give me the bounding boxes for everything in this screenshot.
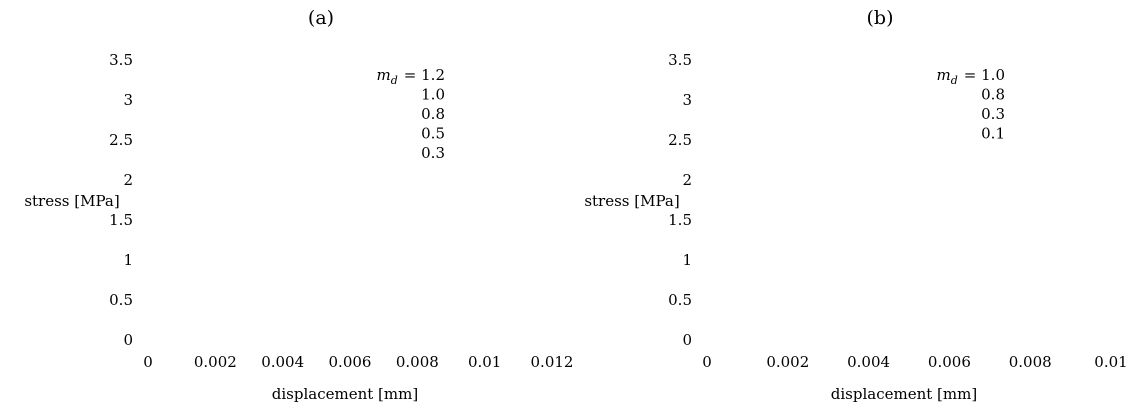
- legend-symbol: m: [377, 66, 391, 84]
- legend-subscript: d: [951, 74, 958, 87]
- y-tick-label: 3.5: [109, 51, 133, 69]
- x-tick-label: 0.008: [396, 353, 439, 371]
- x-axis-label: displacement [mm]: [272, 385, 418, 403]
- y-tick-label: 1.5: [109, 211, 133, 229]
- legend-value: 0.1: [981, 125, 1005, 143]
- panel-title: (a): [308, 7, 334, 29]
- x-tick-label: 0.008: [1009, 353, 1052, 371]
- legend: md = 1.0 0.80.3 0.1: [937, 66, 1005, 143]
- legend-value: 0.8: [421, 105, 445, 123]
- x-tick-label: 0.002: [194, 353, 237, 371]
- panel-a: (a) 0 0.5 1 1.5 2 2.5 3 3.5 0 0.002 0.004 0.006 0.008…: [24, 7, 573, 403]
- legend-subscript: d: [391, 74, 398, 87]
- y-tick-label: 0: [123, 331, 133, 349]
- legend-value: 0.3: [421, 144, 445, 162]
- x-tick-label: 0.006: [329, 353, 372, 371]
- x-tick-label: 0: [702, 353, 712, 371]
- legend-symbol: m: [937, 66, 951, 84]
- legend-entry: 1.0: [421, 86, 445, 104]
- legend-value: 0.5: [421, 125, 445, 143]
- y-axis-label: stress [MPa]: [24, 192, 119, 210]
- y-tick-label: 0: [682, 331, 692, 349]
- legend: md = 1.2 1.00.8 0.50.3: [377, 66, 445, 162]
- x-tick-label: 0.012: [531, 353, 574, 371]
- legend-entry: md = 1.0: [937, 66, 1005, 87]
- legend-value: 1.2: [421, 66, 445, 84]
- legend-value: 1.0: [981, 66, 1005, 84]
- x-tick-label: 0.002: [766, 353, 809, 371]
- x-tick-label: 0.01: [1094, 353, 1127, 371]
- legend-entry: md = 1.2: [377, 66, 445, 87]
- legend-entry: 0.1: [981, 125, 1005, 143]
- legend-entry: 0.8: [981, 86, 1005, 104]
- legend-entry: 0.5: [421, 125, 445, 143]
- panel-b: (b) 0 0.5 1 1.5 2 2.5 3 3.5 0 0.002 0.004 0.006 0.008…: [584, 7, 1127, 403]
- y-tick-label: 2.5: [668, 131, 692, 149]
- legend-equals: =: [964, 66, 981, 84]
- y-tick-label: 3: [682, 91, 692, 109]
- legend-value: 1.0: [421, 86, 445, 104]
- y-tick-label: 3: [123, 91, 133, 109]
- y-tick-label: 0.5: [668, 291, 692, 309]
- x-axis-label: displacement [mm]: [831, 385, 977, 403]
- y-tick-label: 2.5: [109, 131, 133, 149]
- legend-entry: 0.8: [421, 105, 445, 123]
- y-tick-label: 2: [123, 171, 133, 189]
- legend-value: 0.3: [981, 105, 1005, 123]
- y-tick-label: 1: [682, 251, 692, 269]
- panel-title: (b): [867, 7, 894, 29]
- x-tick-label: 0.006: [928, 353, 971, 371]
- x-tick-label: 0.01: [468, 353, 501, 371]
- y-tick-label: 1: [123, 251, 133, 269]
- legend-entry: 0.3: [421, 144, 445, 162]
- y-tick-label: 3.5: [668, 51, 692, 69]
- x-tick-label: 0.004: [847, 353, 890, 371]
- y-axis-label: stress [MPa]: [584, 192, 679, 210]
- x-tick-label: 0.004: [261, 353, 304, 371]
- y-tick-label: 1.5: [668, 211, 692, 229]
- legend-entry: 0.3: [981, 105, 1005, 123]
- y-tick-label: 2: [682, 171, 692, 189]
- x-tick-label: 0: [143, 353, 153, 371]
- legend-equals: =: [404, 66, 421, 84]
- legend-value: 0.8: [981, 86, 1005, 104]
- y-tick-label: 0.5: [109, 291, 133, 309]
